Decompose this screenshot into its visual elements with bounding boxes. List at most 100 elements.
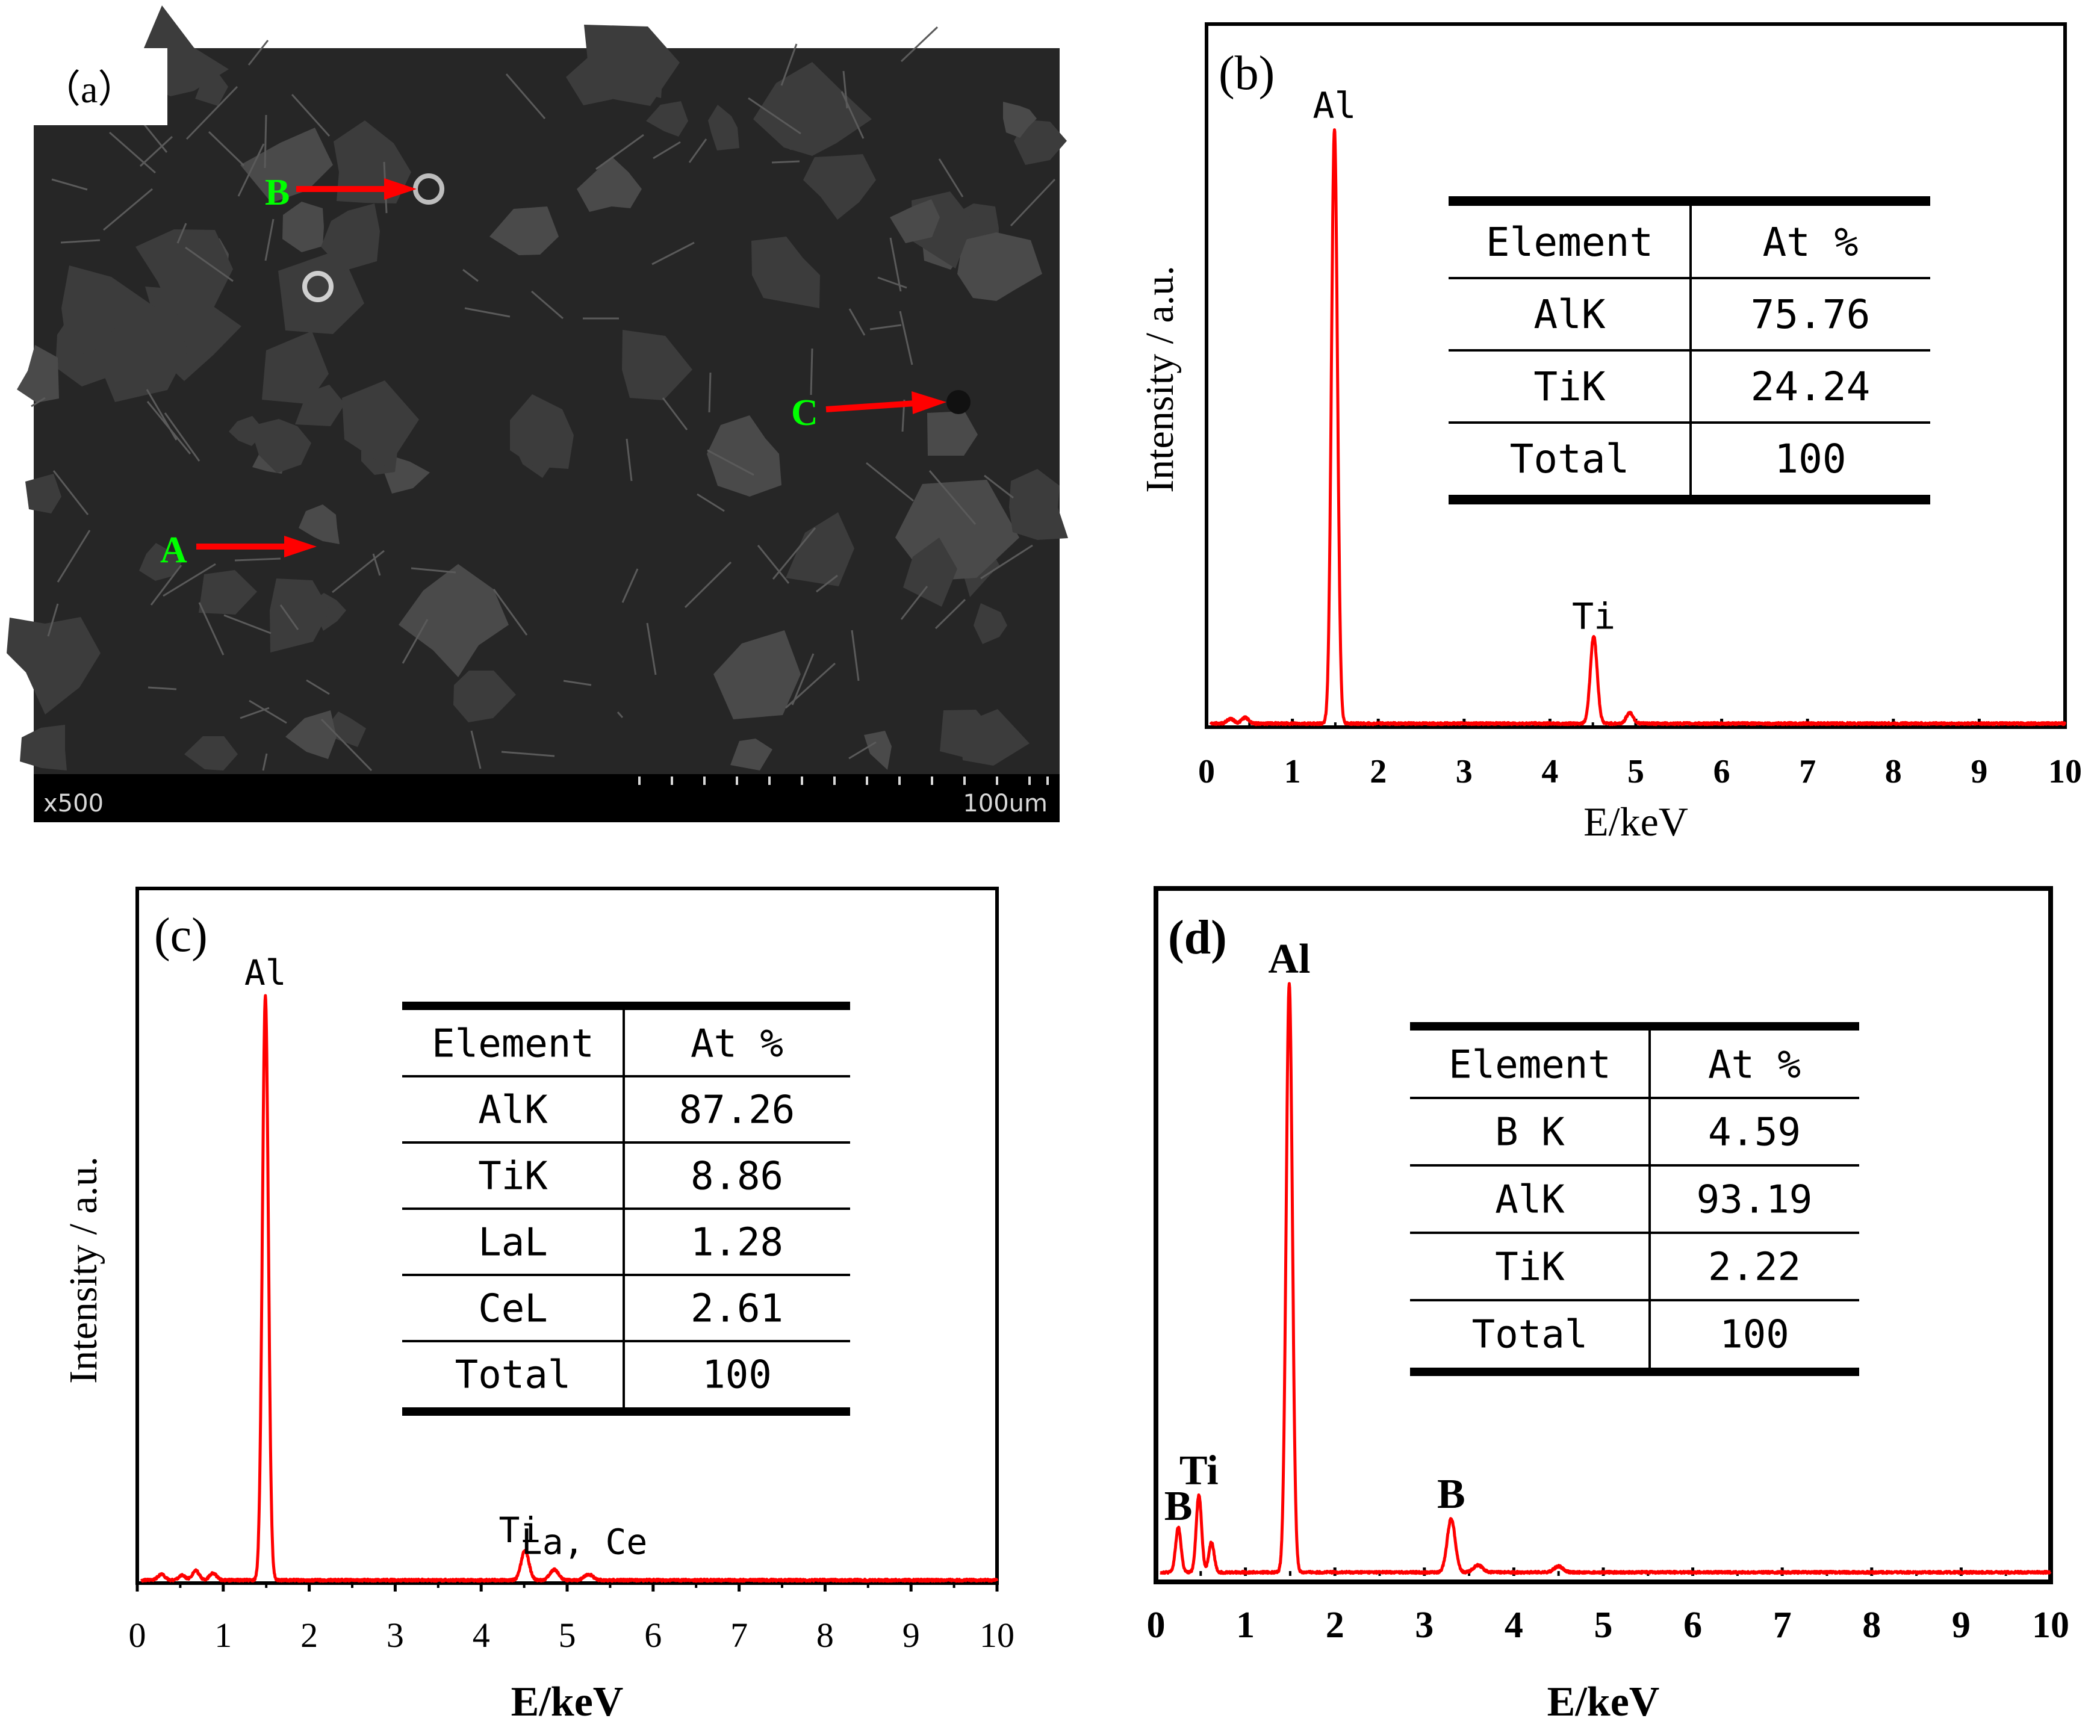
x-tick-label: 3 [387,1616,404,1655]
arrow-c [825,400,916,412]
table-cell-element: TiK [1533,364,1605,410]
sem-grain-boundary [621,568,639,603]
y-axis-label: Intensity / a.u. [61,1156,105,1384]
sem-grain-boundary [185,246,234,282]
sem-grain [250,419,311,473]
sem-grain [890,199,940,243]
sem-grain [510,394,574,469]
sem-grain-boundary [928,470,977,525]
composition-table: Element At % B K 4.59 AlK 93.19 TiK 2.22 Total 10… [1410,1022,1859,1376]
sem-grain-boundary [934,598,966,630]
table-header-cell: At % [1708,1043,1801,1087]
sem-grain [786,512,854,586]
sem-grain-boundary [291,93,331,137]
point-label-a: A [160,530,187,571]
sem-grain-boundary [780,43,798,86]
sem-grain-boundary [208,131,245,167]
sem-grain [17,345,59,403]
sem-grain-boundary [249,699,287,724]
sem-grain-boundary [332,550,385,594]
x-tick-label: 5 [1627,753,1644,790]
x-tick-label: 4 [1505,1605,1523,1646]
x-tick-label: 10 [2032,1605,2069,1646]
sem-grain-boundary [662,397,688,430]
table-cell-value: 100 [1774,436,1846,482]
table-cell-value: 1.28 [691,1220,783,1265]
x-tick-label: 2 [300,1616,318,1655]
table-bottom-rule [402,1407,850,1416]
sem-grain-boundary [279,604,299,630]
x-tick-label: 3 [1415,1605,1434,1646]
sem-label-box [34,48,167,125]
plot-frame [1154,886,2053,1584]
sem-grain [803,154,876,220]
sem-grain-boundary [60,239,101,244]
sem-grain-boundary [757,545,790,584]
table-header-cell: At % [691,1021,783,1066]
sem-grain-boundary [150,565,182,606]
sem-grain-boundary [848,308,866,336]
sem-grain [7,617,101,715]
x-tick-label: 5 [1594,1605,1613,1646]
peak-label: Al [244,952,287,993]
arrow-a-head [284,536,317,557]
table-cell-value: 24.24 [1751,364,1871,410]
sem-grain-boundary [851,630,860,681]
sem-grain [730,739,772,770]
sem-grain-boundary [262,753,268,771]
table-header-cell: At % [1763,219,1859,265]
x-tick-labels: 0 1 2 3 4 5 6 7 8 9 10 [129,1616,1015,1655]
spectrum-panel-b: (b) Intensity / a.u. E/keV 0 1 2 3 4 5 6 7 8 9 10 … [1138,22,2082,845]
peak-label: La, Ce [521,1522,648,1563]
table-cell-value: 87.26 [679,1088,795,1132]
sem-grain [903,538,957,607]
sem-grain [20,725,67,770]
sem-grain [94,305,188,402]
sem-grain [342,380,419,468]
x-tick-label: 6 [1683,1605,1702,1646]
sem-grain [262,331,329,404]
table-cell-value: 4.59 [1708,1110,1801,1155]
sem-grain [199,570,257,615]
peak-label: Al [1268,936,1310,982]
sem-grain [184,736,238,770]
sem-grain-boundary [651,241,695,265]
table-header-cell: Element [1486,219,1653,265]
x-axis-label: E/keV [1547,1679,1660,1725]
x-tick-label: 1 [214,1616,232,1655]
sem-grain-boundary [372,553,381,576]
x-tick-labels: 0 1 2 3 4 5 6 7 8 9 10 [1198,753,2082,790]
sem-scale-ticks [638,777,1049,785]
sem-grain [139,543,183,581]
sem-grain-boundary [816,574,838,593]
sem-grain-boundary [688,138,707,163]
spectrum [1209,128,2067,727]
sem-grain-boundary [505,73,546,119]
sem-pore [946,390,971,414]
sem-grain [399,564,509,677]
table-top-rule [402,1002,850,1010]
sem-grain [299,504,340,544]
sem-grain-boundary [237,143,265,197]
sem-grain-boundary [869,324,902,330]
sem-grain-boundary [840,91,865,139]
spectrum-line [140,994,999,1583]
sem-grain-boundary [595,134,644,170]
sem-grain [707,415,781,497]
peak-label: Ti [1572,595,1615,637]
sem-grain-boundary [223,614,272,634]
sem-grain [278,249,364,334]
sem-panel: （a） x500 100um B C A [7,5,1068,822]
table-cell-element: CeL [478,1286,548,1331]
sem-grain-boundary [247,40,269,66]
sem-grain-boundary [31,397,46,408]
table-cell-element: LaL [478,1220,548,1265]
sem-grain-boundary [464,307,511,318]
peak-labels: Al Ti [1312,85,1615,637]
sem-grain-boundary [146,389,178,441]
sem-scale-bar-label: 100um [963,790,1048,817]
sem-point-c: C [791,391,946,433]
x-tick-label: 8 [816,1616,834,1655]
sem-grain-boundary [234,557,281,562]
sem-grain-boundary [411,567,456,574]
